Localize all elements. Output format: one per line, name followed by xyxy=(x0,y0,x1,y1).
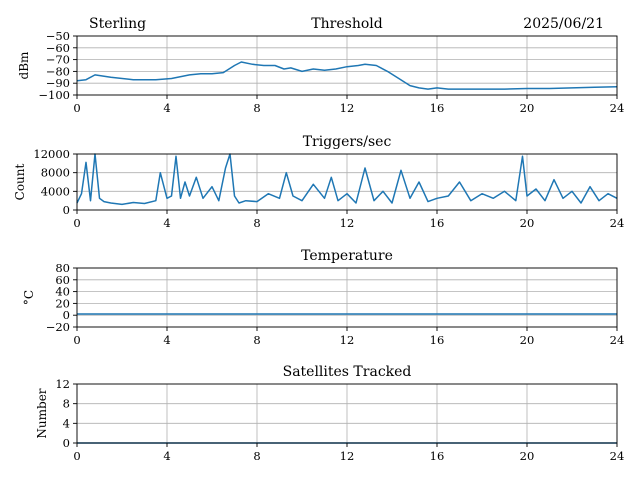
chart3-xtick-label: 24 xyxy=(610,333,625,347)
chart2-title: Triggers/sec xyxy=(303,134,392,150)
chart4-xtick-label: 4 xyxy=(163,449,170,463)
chart3-xtick-label: 12 xyxy=(340,333,355,347)
chart3-ytick-label: 60 xyxy=(55,273,70,287)
chart1-xtick-label: 4 xyxy=(163,101,170,115)
chart2-xtick-label: 16 xyxy=(430,216,445,230)
chart4-xtick-label: 12 xyxy=(340,449,355,463)
chart3-xtick-label: 4 xyxy=(163,333,170,347)
chart3-ytick-label: 20 xyxy=(55,296,70,310)
chart2-ytick-label: 8000 xyxy=(41,166,70,180)
chart3-xtick-label: 16 xyxy=(430,333,445,347)
chart3-title: Temperature xyxy=(301,248,393,264)
chart4-ylabel: Number xyxy=(35,388,49,438)
chart4-xtick-label: 24 xyxy=(610,449,625,463)
chart1-ylabel: dBm xyxy=(17,51,31,80)
chart1-ytick-label: −80 xyxy=(46,64,70,78)
chart3-ytick-label: −20 xyxy=(46,320,70,334)
chart3-xtick-label: 0 xyxy=(73,333,80,347)
chart2-xtick-label: 12 xyxy=(340,216,355,230)
chart1-ytick-label: −50 xyxy=(46,29,70,43)
chart1-series-line xyxy=(76,61,618,90)
chart2-ylabel: Count xyxy=(13,163,27,200)
chart2-xtick-label: 4 xyxy=(163,216,170,230)
date-label: 2025/06/21 xyxy=(523,16,604,32)
chart2-ytick-label: 12000 xyxy=(33,147,70,161)
chart2-ytick-label: 4000 xyxy=(41,184,70,198)
chart3-xtick-label: 20 xyxy=(520,333,535,347)
chart1-ytick-label: −100 xyxy=(38,88,70,102)
chart4-xtick-label: 8 xyxy=(253,449,260,463)
chart3-ytick-label: 0 xyxy=(63,308,70,322)
chart1-ytick-label: −60 xyxy=(46,41,70,55)
chart2-xtick-label: 24 xyxy=(610,216,625,230)
chart1-xtick-label: 24 xyxy=(610,101,625,115)
chart3-ytick-label: 40 xyxy=(55,285,70,299)
chart1-xtick-label: 16 xyxy=(430,101,445,115)
chart4-title: Satellites Tracked xyxy=(283,364,412,380)
chart3-xtick-label: 8 xyxy=(253,333,260,347)
chart4-xtick-label: 20 xyxy=(520,449,535,463)
chart2-series-line xyxy=(76,153,618,206)
chart4-ytick-label: 12 xyxy=(55,377,70,391)
chart1-xtick-label: 0 xyxy=(73,101,80,115)
chart3-ytick-label: 80 xyxy=(55,261,70,275)
chart4-ytick-label: 8 xyxy=(63,397,70,411)
chart2-xtick-label: 0 xyxy=(73,216,80,230)
chart4-xtick-label: 0 xyxy=(73,449,80,463)
chart1-ytick-label: −90 xyxy=(46,76,70,90)
chart2-xtick-label: 8 xyxy=(253,216,260,230)
chart1-xtick-label: 20 xyxy=(520,101,535,115)
chart1-title: Threshold xyxy=(311,16,382,32)
chart4-ytick-label: 0 xyxy=(63,436,70,450)
chart3-ylabel: °C xyxy=(22,290,36,305)
chart4-ytick-label: 4 xyxy=(63,416,70,430)
station-label: Sterling xyxy=(89,16,146,32)
chart2-xtick-label: 20 xyxy=(520,216,535,230)
chart1-xtick-label: 12 xyxy=(340,101,355,115)
chart4-xtick-label: 16 xyxy=(430,449,445,463)
chart1-xtick-label: 8 xyxy=(253,101,260,115)
chart1-ytick-label: −70 xyxy=(46,53,70,67)
chart2-ytick-label: 0 xyxy=(63,203,70,217)
